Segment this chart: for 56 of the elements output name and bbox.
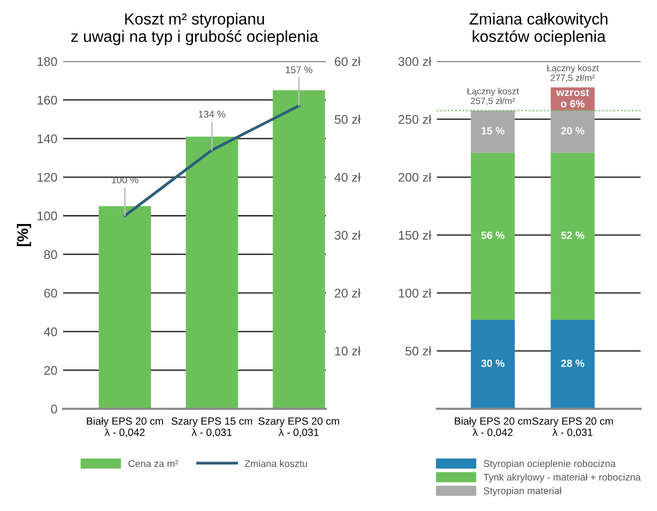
y2-tick-label: 20 zł (334, 288, 361, 298)
y-tick-label: 50 zł (405, 346, 432, 356)
chart-title: Zmiana całkowitych kosztów ocieplenia (470, 12, 608, 46)
y-tick-label: 60 (44, 288, 58, 298)
annotation: 15 % (482, 127, 504, 134)
bar (272, 90, 325, 409)
y-axis-title: [%] (16, 224, 32, 246)
legend-label: Zmiana kosztu (244, 460, 307, 468)
x-tick-label: Szary EPS 20 cm λ - 0,031 (258, 417, 340, 438)
bar (550, 320, 595, 409)
legend-label: Tynk akrylowy - materiał + robocizna (484, 473, 641, 483)
data-label: 100 % (112, 176, 138, 184)
data-label: 134 % (198, 110, 226, 118)
bar (470, 320, 515, 409)
y-tick-label: 200 zł (398, 172, 432, 182)
y-tick-label: 40 (44, 327, 58, 336)
bar (186, 136, 238, 409)
y-tick-label: 300 zł (398, 56, 432, 66)
bar (470, 110, 515, 153)
y2-tick-label: 50 zł (334, 114, 361, 124)
annotation: wzrost o 6% (556, 89, 590, 108)
annotation: 52 % (561, 232, 584, 240)
y-tick-label: 150 zł (398, 230, 432, 240)
y2-tick-label: 60 zł (334, 56, 361, 66)
bar (470, 152, 515, 320)
bar (550, 110, 595, 153)
chart-title: Koszt m² styropianu z uwagi na typ i grubość ocieplenia (71, 12, 318, 46)
y-tick-label: 0 (51, 404, 58, 414)
x-tick-label: Szary EPS 15 cm λ - 0,031 (172, 417, 252, 438)
y-tick-label: 120 (38, 172, 58, 182)
y-tick-label: 180 (38, 57, 58, 66)
legend-label: Styropian materiał (484, 487, 562, 496)
total-label: Łączny koszt 257,5 zł/m² (466, 88, 519, 106)
total-label: Łączny koszt 277,5 zł/m² (546, 64, 599, 82)
y-tick-label: 100 (38, 212, 58, 220)
annotation: 56 % (481, 232, 504, 240)
x-tick-label: Szary EPS 20 cm λ - 0,031 (532, 417, 613, 438)
y-tick-label: 100 zł (398, 288, 432, 298)
y-tick-label: 250 zł (398, 114, 432, 124)
bar (550, 152, 595, 320)
y-tick-label: 80 (44, 250, 58, 260)
annotation: 20 % (561, 127, 584, 134)
annotation: 28 % (561, 360, 584, 368)
y2-tick-label: 10 zł (335, 346, 361, 356)
annotation: 30 % (481, 360, 504, 368)
legend-label: Cena za m² (128, 460, 178, 468)
data-label: 157 % (286, 66, 312, 74)
y-tick-label: 160 (38, 96, 58, 105)
bar (98, 206, 151, 409)
y-tick-label: 20 (44, 366, 58, 375)
y2-tick-label: 30 zł (334, 230, 361, 240)
y2-tick-label: 40 zł (334, 172, 361, 182)
y-tick-label: 140 (38, 134, 58, 144)
x-tick-label: Biały EPS 20 cm λ - 0,042 (454, 417, 531, 438)
x-tick-label: Biały EPS 20 cm λ - 0,042 (86, 417, 163, 438)
legend-label: Styropian ocieplenie robocizna (484, 460, 616, 469)
